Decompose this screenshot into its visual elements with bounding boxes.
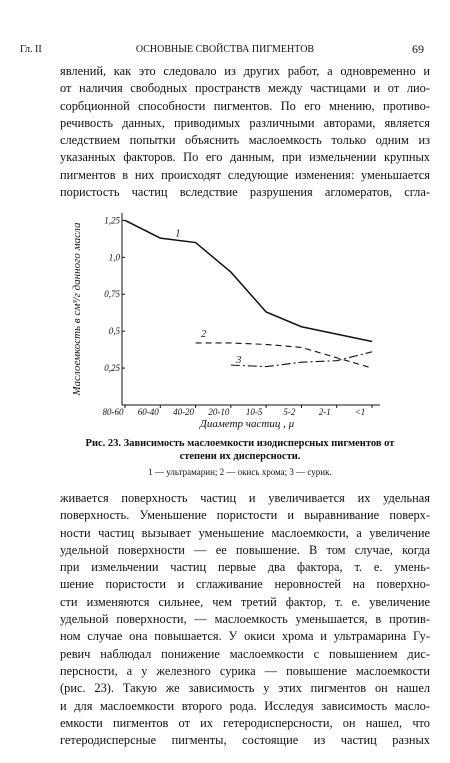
text-line: пористость частиц вследствие разрушения … — [60, 185, 430, 200]
series-line — [230, 351, 373, 368]
text-line: речивость данных, приводимых различными … — [60, 115, 430, 130]
x-tick-label: <1 — [355, 407, 366, 417]
text-line: ном случае она повышается. У окиси хрома… — [60, 629, 430, 644]
text-line: сти изменяются сильнее, чем третий факто… — [60, 594, 430, 609]
y-tick-label: 0,5 — [109, 326, 121, 336]
x-tick-label: 60-40 — [138, 407, 159, 417]
text-line: гетеродисперсные пигменты, состоящие из … — [60, 733, 430, 748]
text-line: ности частиц вызывает уменьшение маслоем… — [60, 525, 430, 540]
y-tick-label: 0,75 — [104, 289, 120, 299]
text-line: удельной поверхности, — маслоемкость уме… — [60, 612, 430, 627]
x-tick-label: 40-20 — [173, 407, 194, 417]
series-label: 1 — [175, 229, 180, 240]
text-line: ревич наблюдал понижение маслоемкости с … — [60, 646, 430, 661]
text-line: следствием попытки объяснить маслоемкост… — [60, 133, 430, 148]
paragraph: явлений, как это следовало из других раб… — [60, 63, 430, 201]
chart: Маслоемкость в см³/г данного масла Диамет… — [71, 213, 380, 430]
text-line: поверхность. Уменьшение пористости и выр… — [60, 508, 430, 523]
x-axis-label: Диаметр частиц , μ — [199, 418, 295, 430]
text-line: (рис. 23). Такую же зависимость у этих п… — [60, 681, 430, 696]
text-line: при измельчении частиц первые два фактор… — [60, 560, 430, 575]
text-line: живается поверхность частиц и увеличивае… — [60, 491, 430, 505]
y-tick-label: 1,0 — [109, 252, 121, 262]
page-number: 69 — [412, 42, 424, 56]
series-label: 3 — [235, 355, 241, 366]
series-label: 2 — [201, 329, 206, 340]
text-line: персности, а у железного сурика — повыше… — [60, 663, 430, 678]
text-line: сорбционной способности пигментов. По ег… — [60, 98, 430, 113]
text-line: емкости пигментов от их гетеродисперснос… — [60, 715, 430, 730]
x-tick-label: 10-5 — [246, 407, 263, 417]
running-title: ОСНОВНЫЕ СВОЙСТВА ПИГМЕНТОВ — [135, 44, 315, 55]
text-line: и для маслоемкости второго рода. Исследу… — [60, 698, 430, 713]
text-line: указанных факторов. По его данным, при и… — [60, 150, 430, 165]
y-tick-label: 0,25 — [104, 363, 120, 373]
x-tick-label: 20-10 — [208, 407, 229, 417]
legend-note: 1 — ультрамарин; 2 — окись хрома; 3 — су… — [148, 467, 332, 477]
x-tick-label: 80-60 — [103, 407, 124, 417]
x-tick-label: 5-2 — [283, 407, 295, 417]
caption: Рис. 23. Зависимость маслоемкости изодис… — [85, 438, 395, 462]
series-line — [124, 219, 373, 343]
text-line: от наличия свободных пространств между ч… — [60, 81, 430, 96]
y-axis-label: Маслоемкость в см³/г данного масла — [71, 222, 83, 396]
y-tick-label: 1,25 — [104, 215, 120, 225]
text-line: шение пористости и сглаживание неровност… — [60, 577, 430, 592]
text-line: удельной поверхности — ее повышение. В т… — [60, 542, 430, 557]
x-tick-label: 2-1 — [319, 407, 331, 417]
paragraph: живается поверхность частиц и увеличивае… — [60, 490, 430, 749]
chapter: Гл. II — [20, 44, 42, 55]
text-line: явлений, как это следовало из других раб… — [60, 64, 430, 78]
text-line: пигментов в них происходят следующие изм… — [60, 167, 430, 182]
